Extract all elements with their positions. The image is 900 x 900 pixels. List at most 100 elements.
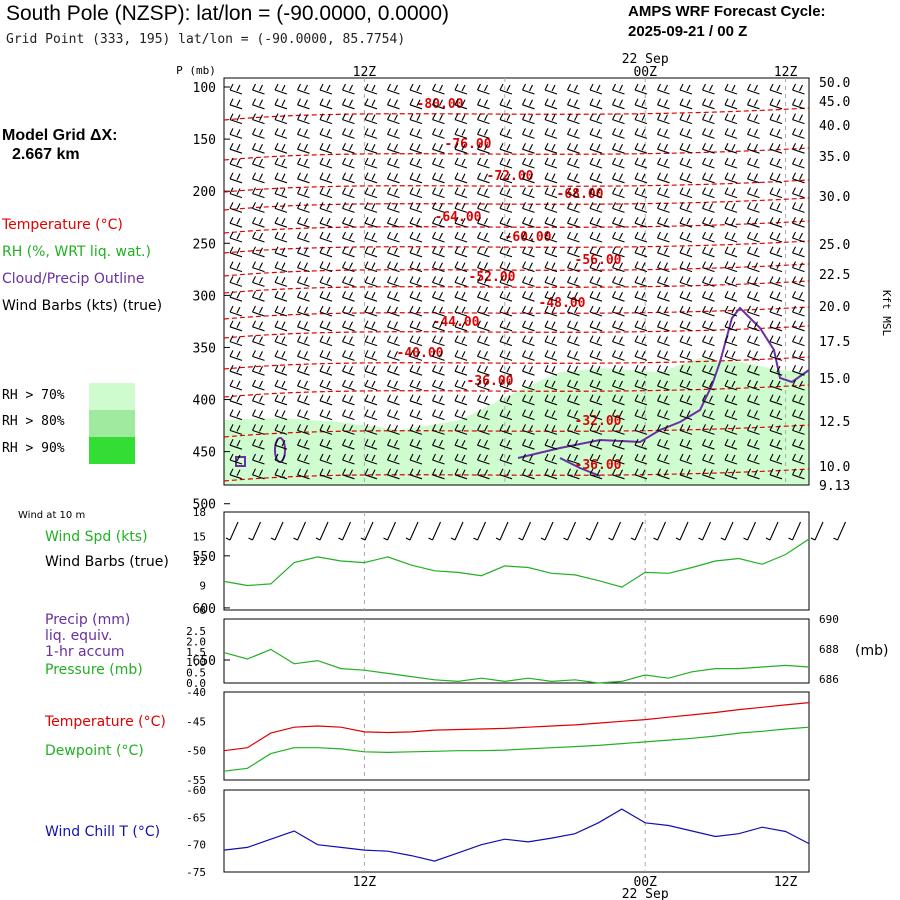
wind-barb: [319, 424, 333, 435]
wind-barb: [589, 424, 603, 435]
wind-barb: [229, 113, 243, 125]
wind-barb: [724, 128, 738, 139]
legend-wind-barbs: Wind Barbs (kts) (true): [2, 298, 163, 314]
wind-barb: [454, 157, 468, 169]
wind-barb: [522, 468, 535, 480]
wind-barb: [342, 261, 355, 273]
pressure-tick-label: 400: [193, 394, 216, 409]
wind-barb: [364, 202, 378, 213]
page-title: South Pole (NZSP): lat/lon = (-90.0000, …: [6, 2, 449, 25]
kft-tick-label: 9.13: [819, 479, 850, 494]
wind-barb: [585, 521, 599, 541]
wind-barb: [364, 453, 378, 465]
wind-barb: [432, 394, 445, 406]
wind-barb: [274, 276, 288, 287]
wind-barb: [432, 187, 445, 199]
wind-barb: [567, 142, 580, 154]
wind-barb: [589, 98, 603, 110]
wind-barb: [274, 335, 288, 347]
wind-barb: [657, 320, 670, 332]
wind-barb: [274, 364, 288, 376]
wind-barb: [364, 128, 378, 139]
wind-barb: [229, 320, 243, 332]
wind-barb: [792, 350, 805, 361]
wind-barb: [769, 350, 783, 361]
wind-barb: [724, 394, 738, 406]
wind-barb: [679, 453, 693, 465]
precip-tick-label: 1.5: [186, 646, 206, 659]
wind-barb: [342, 246, 355, 258]
wind-barb: [297, 261, 310, 273]
wind-barb: [769, 142, 783, 154]
wind-speed-tick-label: 9: [199, 580, 206, 593]
wind-barb: [297, 409, 310, 421]
wind-barb: [409, 202, 423, 213]
bottom-date-label: 22 Sep: [622, 887, 669, 900]
wind-barb: [454, 187, 468, 199]
wind-barb: [274, 246, 288, 258]
wind-barb: [252, 364, 265, 376]
wind-barb: [724, 202, 738, 213]
wind-barb: [364, 364, 378, 376]
rh90-swatch: [89, 437, 135, 464]
wind-barb: [589, 438, 603, 450]
wind-barb: [657, 98, 670, 110]
wind-barb: [765, 521, 779, 541]
wind-barb: [792, 231, 805, 243]
upper-time-label: 12Z: [774, 65, 798, 80]
wind-barb: [544, 438, 558, 450]
bottom-time-label: 00Z: [633, 875, 657, 890]
wind-barb: [477, 202, 490, 213]
temperature-tick-label: -55: [186, 774, 206, 787]
temperature-contour-label: -36.00: [575, 458, 622, 473]
wind-barb: [229, 305, 243, 317]
wind-barb: [634, 320, 648, 332]
wind-barb: [342, 409, 355, 421]
wind-barb: [544, 246, 558, 258]
wind-barb: [679, 202, 693, 213]
wind-barb: [657, 113, 670, 125]
wind-barb: [432, 379, 445, 391]
wind-barb: [297, 438, 310, 450]
wind-barb: [409, 113, 423, 125]
wind-barb: [252, 113, 265, 125]
wind-barb: [252, 202, 265, 213]
wind-barb: [769, 246, 783, 258]
wind-barb: [544, 409, 558, 421]
wind-barb: [792, 246, 805, 258]
wind-barb: [342, 83, 355, 95]
wind-barb: [679, 83, 693, 95]
wind-barb: [522, 424, 535, 435]
wind-barb: [477, 231, 490, 243]
legend-rh90: RH > 90%: [2, 441, 65, 456]
wind-barb: [792, 335, 805, 347]
wind-barb: [274, 142, 288, 154]
wind-barb: [747, 187, 760, 199]
wind-barb: [702, 142, 715, 154]
pressure-tick-label-right: 686: [819, 673, 839, 686]
wind-speed-tick-label: 12: [193, 555, 206, 568]
wind-barb: [612, 424, 625, 435]
wind-barb: [792, 172, 805, 184]
wind-barb: [409, 261, 423, 273]
wind-barb: [229, 98, 243, 110]
wind-barb: [792, 364, 805, 376]
wind-barb: [657, 438, 670, 450]
pressure-tick-label: 300: [193, 289, 216, 304]
wind-barb: [563, 521, 577, 541]
wind-barb: [724, 305, 738, 317]
wind-barb: [360, 521, 374, 541]
wind-barb: [274, 468, 288, 480]
kft-tick-label: 50.0: [819, 76, 850, 91]
wind-barb: [387, 364, 400, 376]
wind-barb: [342, 364, 355, 376]
wind-barb: [747, 290, 760, 302]
windchill-tick-label: -70: [186, 839, 206, 852]
wind-barb: [409, 364, 423, 376]
wind-barb: [567, 468, 580, 480]
kft-tick-label: 17.5: [819, 335, 850, 350]
wind-barb: [274, 128, 288, 139]
wind-barb: [522, 394, 535, 406]
legend-rh80: RH > 80%: [2, 414, 65, 429]
wind-barb: [274, 187, 288, 199]
